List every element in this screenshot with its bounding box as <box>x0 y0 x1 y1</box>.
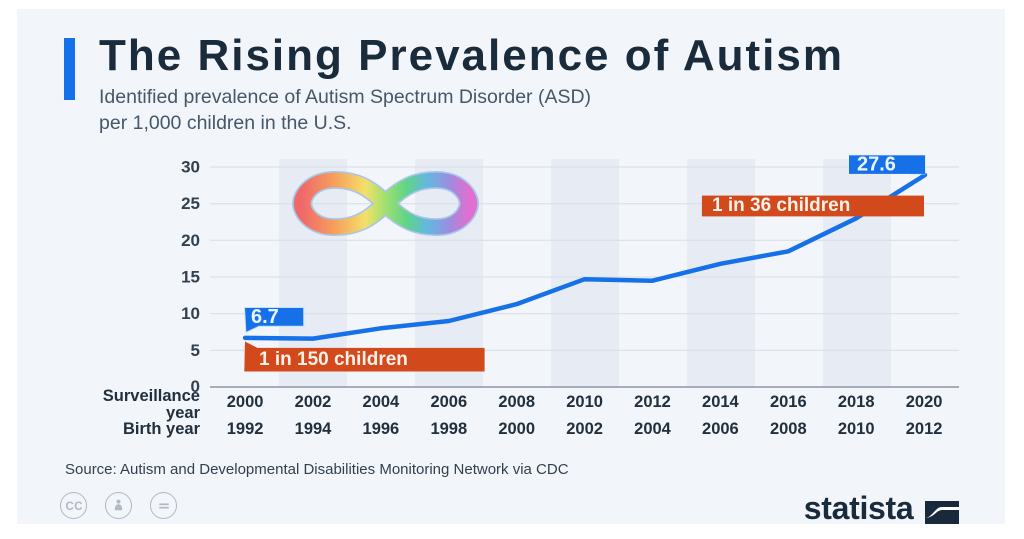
svg-text:20: 20 <box>181 231 200 250</box>
svg-text:2000: 2000 <box>227 393 264 411</box>
svg-text:5: 5 <box>191 341 200 360</box>
svg-text:2002: 2002 <box>566 420 603 438</box>
svg-text:1998: 1998 <box>430 420 467 438</box>
svg-text:1 in 36 children: 1 in 36 children <box>712 195 850 216</box>
svg-text:2002: 2002 <box>295 393 332 411</box>
svg-text:2018: 2018 <box>838 393 875 411</box>
svg-text:Birth year: Birth year <box>123 420 201 438</box>
svg-text:2016: 2016 <box>770 393 807 411</box>
svg-text:10: 10 <box>181 304 200 323</box>
svg-text:25: 25 <box>181 194 200 213</box>
svg-text:6.7: 6.7 <box>251 306 279 328</box>
svg-text:Surveillance: Surveillance <box>103 387 200 405</box>
svg-text:1994: 1994 <box>295 420 333 438</box>
svg-text:1992: 1992 <box>227 420 264 438</box>
svg-text:C: C <box>74 501 82 513</box>
svg-text:2012: 2012 <box>906 420 943 438</box>
svg-text:2014: 2014 <box>702 393 740 411</box>
svg-text:27.6: 27.6 <box>857 154 896 176</box>
svg-text:C: C <box>65 501 73 513</box>
svg-text:2020: 2020 <box>906 393 943 411</box>
svg-text:2008: 2008 <box>770 420 807 438</box>
svg-text:2008: 2008 <box>498 393 535 411</box>
svg-text:2004: 2004 <box>363 393 401 411</box>
svg-text:1 in 150 children: 1 in 150 children <box>259 349 408 370</box>
svg-text:1996: 1996 <box>363 420 400 438</box>
svg-text:2006: 2006 <box>702 420 739 438</box>
svg-text:2012: 2012 <box>634 393 671 411</box>
svg-text:2010: 2010 <box>838 420 875 438</box>
svg-text:2006: 2006 <box>430 393 467 411</box>
svg-text:2000: 2000 <box>498 420 535 438</box>
svg-text:15: 15 <box>181 268 200 287</box>
svg-text:30: 30 <box>181 158 200 177</box>
svg-text:2010: 2010 <box>566 393 603 411</box>
svg-text:2004: 2004 <box>634 420 672 438</box>
